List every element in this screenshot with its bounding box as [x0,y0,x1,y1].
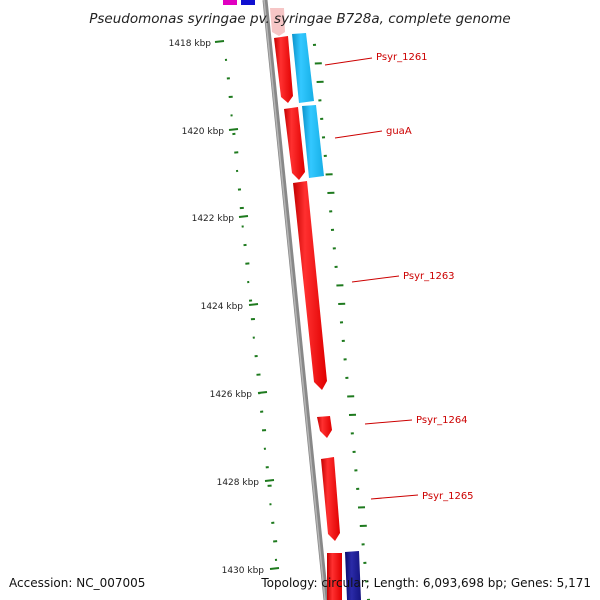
gene-arrow-psyr-1265 [321,457,340,541]
feature-blue-top [241,0,255,5]
tick-label-1418: 1418 kbp [169,39,212,49]
gc-skew-track-right [312,43,371,600]
leader-line-psyr-1263 [351,275,400,283]
gene-arrow-guaa [284,107,305,180]
tick-label-1424: 1424 kbp [201,302,244,312]
gene-feature-blue-1 [292,33,314,103]
tick-label-1430: 1430 kbp [222,566,265,576]
gene-feature-red-bottom [327,553,342,600]
gene-label-psyr-1264: Psyr_1264 [416,415,468,426]
tick-label-1426: 1426 kbp [210,390,253,400]
genome-backbone [262,0,329,600]
accession-text: Accession: NC_007005 [9,576,145,590]
leader-line-psyr-1261 [324,57,373,66]
tick-label-1428: 1428 kbp [217,478,260,488]
tick-label-1422: 1422 kbp [192,214,235,224]
feature-magenta-top [223,0,237,5]
gene-arrow-psyr-1263 [293,181,327,390]
gene-label-guaa: guaA [386,126,412,137]
gene-feature-blue-2 [302,105,324,178]
map-title: Pseudomonas syringae pv. syringae B728a,… [89,11,511,27]
gene-label-psyr-1261: Psyr_1261 [376,52,428,63]
gene-label-psyr-1263: Psyr_1263 [403,271,455,282]
leader-line-psyr-1265 [370,494,419,500]
genome-summary-text: Topology: circular; Length: 6,093,698 bp… [260,576,591,590]
gene-feature-faded [270,8,285,36]
gene-feature-navy-bottom [345,551,361,600]
gene-arrow-psyr-1264 [317,416,332,438]
leader-line-guaa [334,130,383,139]
gc-skew-track-left [224,58,278,561]
position-ticks: 1418 kbp 1420 kbp 1422 kbp 1424 kbp 1426… [169,39,280,576]
gene-arrow-psyr-1261 [274,36,293,103]
leader-line-psyr-1264 [364,419,413,425]
tick-label-1420: 1420 kbp [182,127,225,137]
gene-label-psyr-1265: Psyr_1265 [422,491,474,502]
